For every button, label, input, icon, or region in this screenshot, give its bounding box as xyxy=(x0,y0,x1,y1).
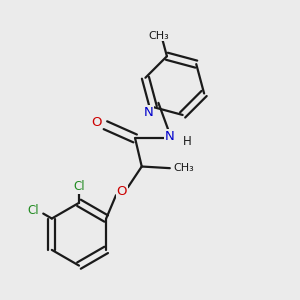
Text: CH₃: CH₃ xyxy=(148,31,169,40)
Text: N: N xyxy=(143,106,153,119)
Text: O: O xyxy=(91,116,101,129)
Text: CH₃: CH₃ xyxy=(173,163,194,173)
Text: O: O xyxy=(117,185,127,198)
Text: N: N xyxy=(165,130,175,143)
Text: H: H xyxy=(183,135,192,148)
Text: Cl: Cl xyxy=(27,204,39,217)
Text: Cl: Cl xyxy=(73,181,85,194)
